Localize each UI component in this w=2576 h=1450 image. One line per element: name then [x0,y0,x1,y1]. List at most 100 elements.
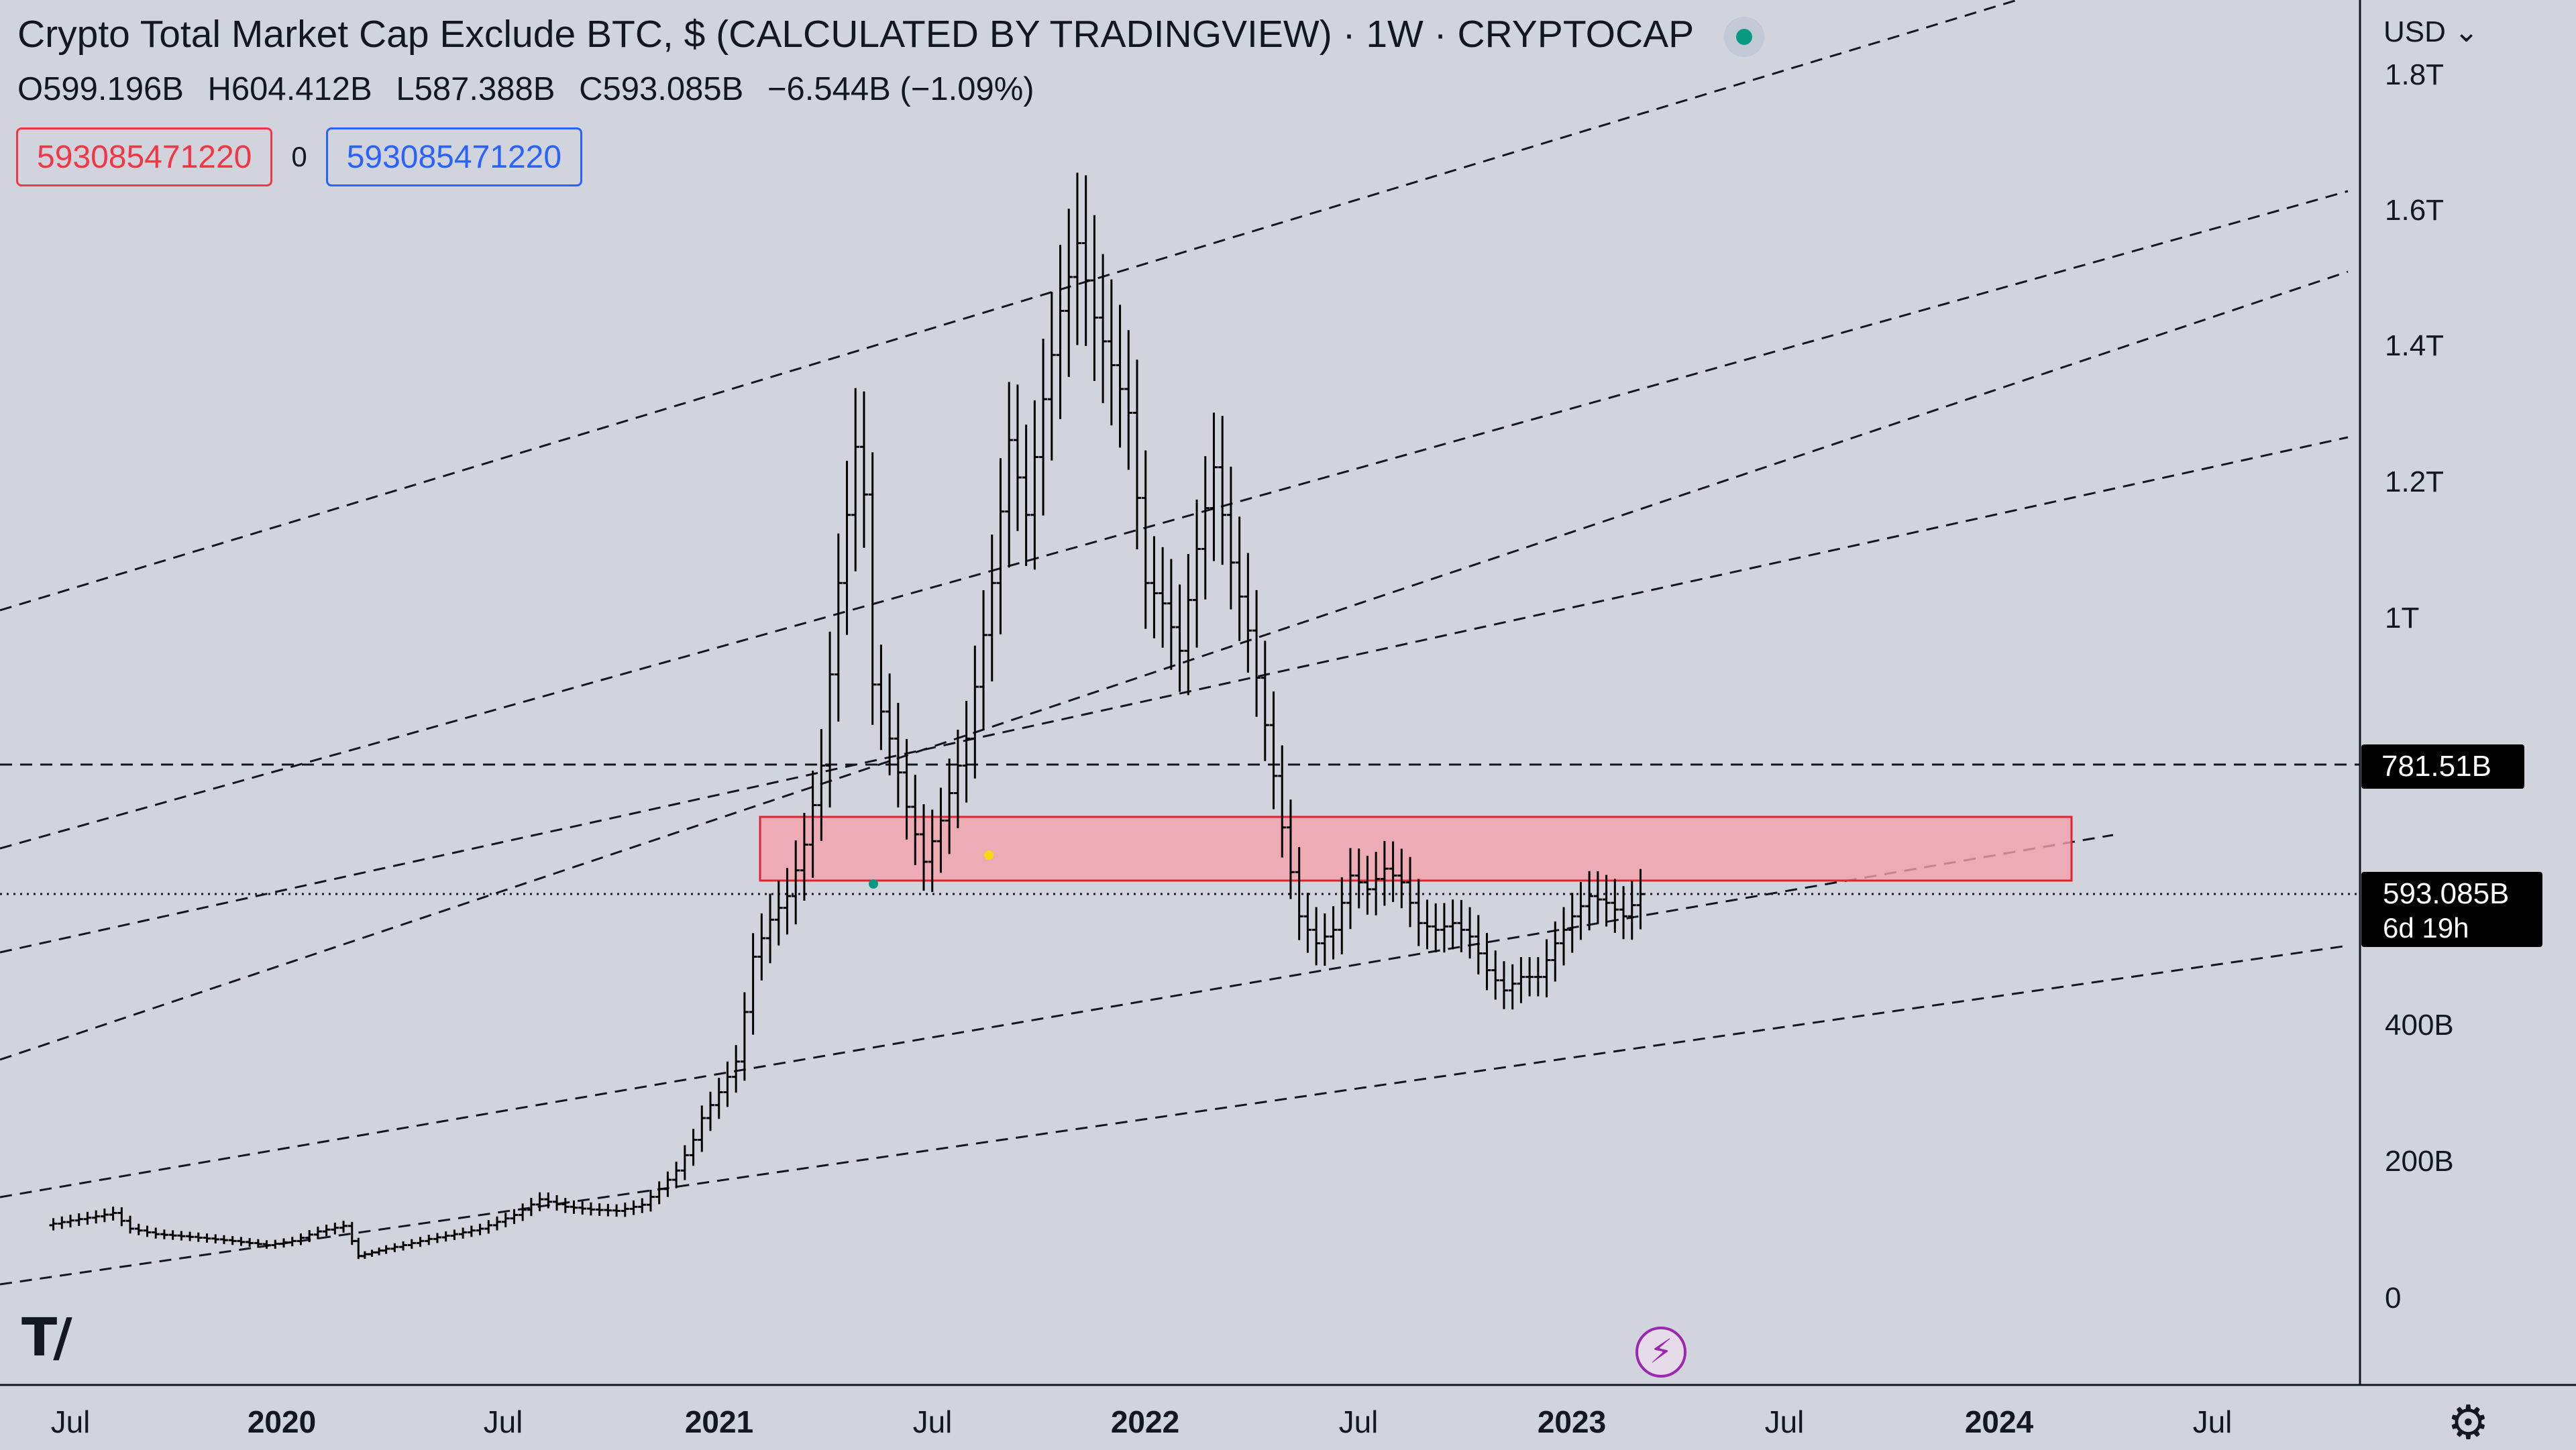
trend-line [0,0,2021,612]
ohlc-bar [1372,852,1381,915]
chart-title-bar: Crypto Total Market Cap Exclude BTC, $ (… [17,12,1764,57]
ohlc-bar [305,1230,314,1243]
ohlc-bar [100,1208,109,1223]
ohlc-bar [271,1239,280,1249]
value-inputs: 593085471220 0 593085471220 [16,127,583,186]
ohlc-bar [1047,292,1056,461]
ohlc-bar [1150,536,1159,638]
ohlc-bar [1235,516,1244,641]
ohlc-bar [714,1078,723,1119]
ohlc-bar [1167,559,1175,670]
ohlc-bar [646,1190,655,1212]
ohlc-bar [1363,856,1372,915]
ohlc-bar [228,1235,237,1245]
zone-rect [759,816,2073,882]
ohlc-bar [49,1218,58,1231]
ohlc-bar [774,881,783,946]
ohlc-bar [604,1203,612,1217]
ohlc-bar [1542,939,1551,998]
ohlc-bar [1380,840,1389,906]
ohlc-bar [586,1202,595,1216]
time-tick-label: Jul [913,1404,953,1439]
ohlc-bar [288,1237,297,1247]
currency-selector[interactable]: USD ⌄ [2383,15,2479,49]
ohlc-bar [561,1198,570,1213]
ohlc-bar [433,1233,441,1243]
time-tick-label: 2024 [1965,1404,2034,1439]
price-label-resistance: 781.51B [2381,750,2491,783]
time-tick-label: Jul [2193,1404,2233,1439]
ohlc-bar [1193,499,1201,648]
ohlc-bar [1260,640,1269,761]
ohlc-bar [1201,456,1210,600]
ohlc-bar [1210,412,1218,561]
ohlc-bar [1619,886,1628,940]
ohlc-bar [1081,175,1090,346]
ohlc-bar [902,738,911,840]
ohlc-open: O599.196B [17,71,184,107]
ohlc-bar [186,1231,195,1241]
ohlc-bar [971,645,979,779]
ohlc-bar [877,645,885,750]
ohlc-bar [177,1231,186,1241]
ohlc-bar [375,1247,384,1256]
price-tick-label: 1.6T [2385,194,2444,227]
ohlc-bar [1073,172,1081,345]
ohlc-bar [1099,254,1108,404]
ohlc-bar [834,533,843,722]
ohlc-bar [1551,921,1560,982]
price-label-countdown: 6d 19h [2383,912,2469,944]
ohlc-bar [732,1045,741,1093]
ohlc-bar [945,758,954,854]
ohlc-bar [1483,933,1491,991]
gear-icon[interactable]: ⚙ [2447,1396,2489,1449]
ohlc-bar [510,1209,519,1225]
ohlc-bar [322,1225,331,1237]
ohlc-bar [1448,899,1457,950]
ohlc-bar [360,1251,369,1260]
value-separator: 0 [291,141,307,172]
ohlc-bar [1124,330,1133,470]
ohlc-bar [1585,871,1594,931]
ohlc-bar [1338,877,1346,954]
lightning-icon[interactable]: ⚡ [1635,1327,1686,1378]
ohlc-bar [894,703,902,807]
ohlc-bar [1065,209,1073,378]
chevron-down-icon: ⌄ [2454,15,2479,48]
value-input-blue[interactable]: 593085471220 [325,127,583,186]
ohlc-bar [1457,899,1466,952]
price-tick-label: 200B [2385,1145,2454,1178]
ohlc-bar [1159,547,1167,648]
ohlc-bar [168,1230,177,1240]
ohlc-bar [783,868,792,935]
ohlc-low: L587.388B [396,71,555,107]
ohlc-bar [58,1216,66,1229]
price-tick-label: 400B [2385,1009,2454,1042]
ohlc-bar [262,1240,271,1249]
ohlc-bar [826,631,835,807]
value-input-red[interactable]: 593085471220 [16,127,273,186]
diagonal-trend-lines [0,0,2349,1286]
price-label-box [2361,872,2542,947]
ohlc-close: C593.085B [579,71,744,107]
time-tick-label: 2021 [685,1404,753,1439]
ohlc-bar [459,1227,468,1239]
ohlc-bar [1116,304,1124,448]
ohlc-bar [1056,245,1065,419]
ohlc-bar [416,1237,425,1247]
ohlc-bar [1354,848,1363,909]
ohlc-bar [527,1198,535,1217]
ohlc-bar [868,452,877,725]
ohlc-bar [237,1237,246,1246]
ohlc-bar [1576,881,1585,940]
trend-line [0,190,2349,850]
ohlc-bar [1517,957,1525,1003]
ohlc-bar [1406,856,1415,928]
ohlc-bar [1226,466,1235,610]
ohlc-bar [1175,584,1184,692]
ohlc-bar [467,1225,476,1237]
price-axis-bg [2360,0,2576,1450]
ohlc-bar [706,1091,714,1131]
